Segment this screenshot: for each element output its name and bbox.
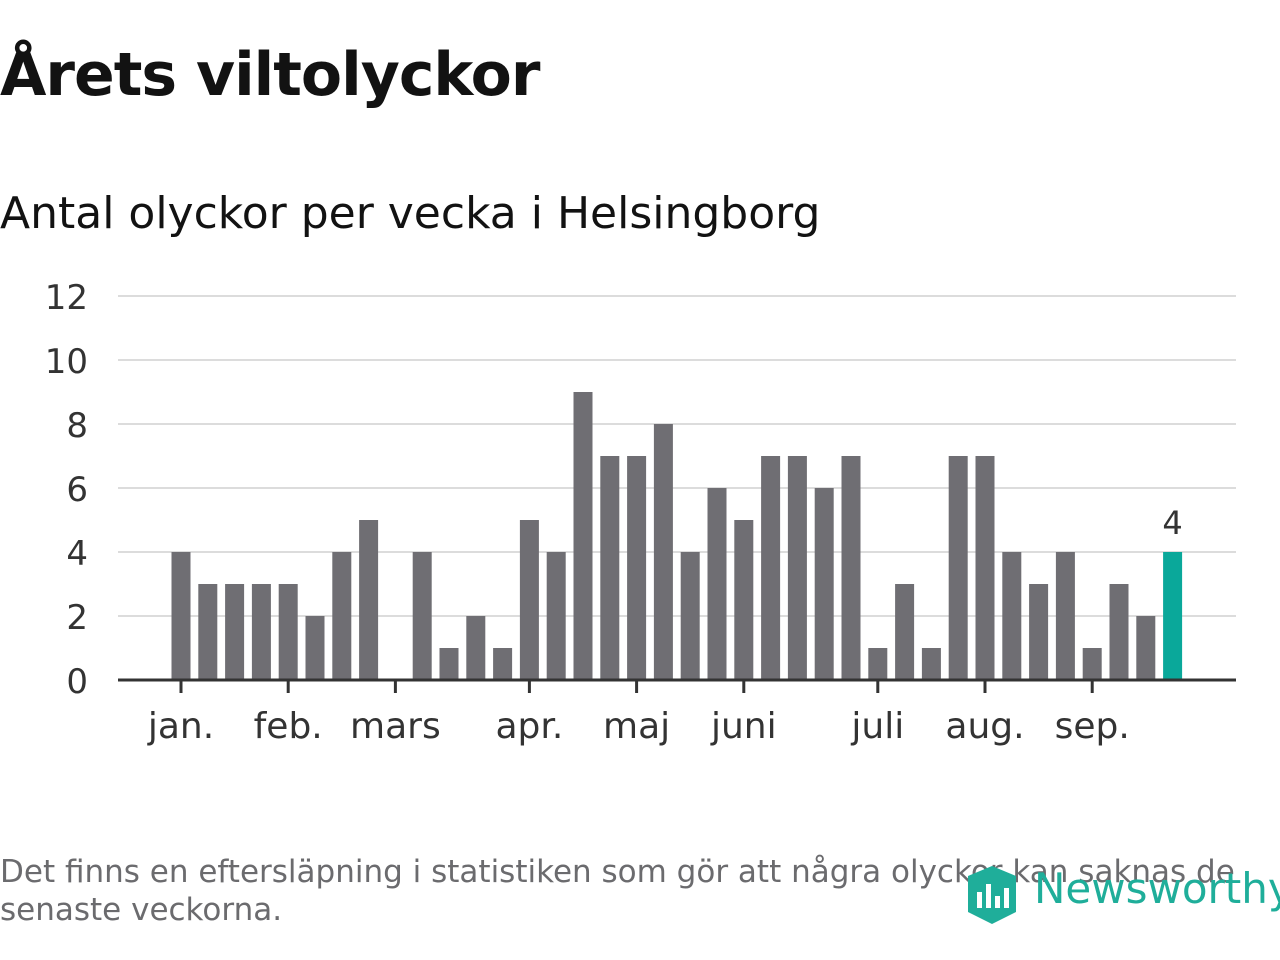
y-tick-label: 10 bbox=[45, 342, 88, 382]
bar bbox=[573, 392, 593, 680]
bar bbox=[519, 520, 539, 680]
bar bbox=[171, 552, 191, 680]
data-labels: 4 bbox=[1162, 504, 1182, 542]
y-tick-label: 0 bbox=[66, 662, 88, 702]
x-axis: jan. feb. mars apr. maj juni juli aug. sep. bbox=[118, 678, 1236, 747]
x-tick-label: juli bbox=[850, 706, 904, 747]
y-tick-label: 12 bbox=[45, 278, 88, 318]
bar bbox=[868, 648, 888, 680]
bar bbox=[546, 552, 566, 680]
bar bbox=[1055, 552, 1075, 680]
bar bbox=[787, 456, 807, 680]
bar bbox=[975, 456, 995, 680]
bar bbox=[439, 648, 459, 680]
bar bbox=[251, 584, 271, 680]
y-axis-tick-labels: 0 2 4 6 8 10 12 bbox=[45, 278, 88, 702]
newsworthy-logo: Newsworthy bbox=[962, 862, 1280, 932]
bar bbox=[627, 456, 647, 680]
bar bbox=[466, 616, 486, 680]
bar bbox=[305, 616, 325, 680]
bar bbox=[225, 584, 245, 680]
y-tick-label: 6 bbox=[66, 470, 88, 510]
bar bbox=[493, 648, 513, 680]
x-tick-label: jan. bbox=[147, 706, 214, 747]
x-tick-label: maj bbox=[603, 706, 670, 747]
logo-text: Newsworthy bbox=[1034, 864, 1280, 913]
data-label-last: 4 bbox=[1162, 504, 1182, 542]
bar bbox=[600, 456, 620, 680]
bar bbox=[653, 424, 673, 680]
chart-title: Årets viltolyckor bbox=[0, 40, 540, 110]
bar bbox=[948, 456, 968, 680]
x-tick-label: aug. bbox=[945, 706, 1024, 747]
y-tick-label: 8 bbox=[66, 406, 88, 446]
bar bbox=[921, 648, 941, 680]
bars bbox=[171, 392, 1183, 680]
bar bbox=[895, 584, 915, 680]
bar bbox=[680, 552, 700, 680]
bar bbox=[412, 552, 432, 680]
grid-lines bbox=[118, 295, 1236, 617]
bar bbox=[1029, 584, 1049, 680]
newsworthy-logo-icon bbox=[968, 866, 1016, 924]
bar bbox=[1136, 616, 1156, 680]
x-tick-label: mars bbox=[350, 706, 441, 747]
x-tick-label: juni bbox=[710, 706, 777, 747]
y-tick-label: 4 bbox=[66, 534, 88, 574]
bar-highlighted bbox=[1163, 552, 1183, 680]
bar bbox=[359, 520, 379, 680]
bar bbox=[1109, 584, 1129, 680]
bar bbox=[1002, 552, 1022, 680]
x-tick-label: apr. bbox=[495, 706, 563, 747]
x-tick-label: sep. bbox=[1055, 706, 1130, 747]
chart-subtitle: Antal olyckor per vecka i Helsingborg bbox=[0, 188, 821, 239]
bar-chart: 0 2 4 6 8 10 12 jan. feb. mars apr. maj juni juli aug… bbox=[45, 278, 1236, 747]
bar bbox=[734, 520, 754, 680]
bar bbox=[278, 584, 298, 680]
footnote: Det finns en eftersläpning i statistiken… bbox=[0, 854, 1235, 928]
bar bbox=[841, 456, 861, 680]
x-tick-label: feb. bbox=[254, 706, 323, 747]
bar bbox=[814, 488, 834, 680]
bar bbox=[1082, 648, 1102, 680]
y-tick-label: 2 bbox=[66, 598, 88, 638]
bar bbox=[761, 456, 781, 680]
bar bbox=[198, 584, 218, 680]
bar bbox=[707, 488, 727, 680]
bar bbox=[332, 552, 352, 680]
